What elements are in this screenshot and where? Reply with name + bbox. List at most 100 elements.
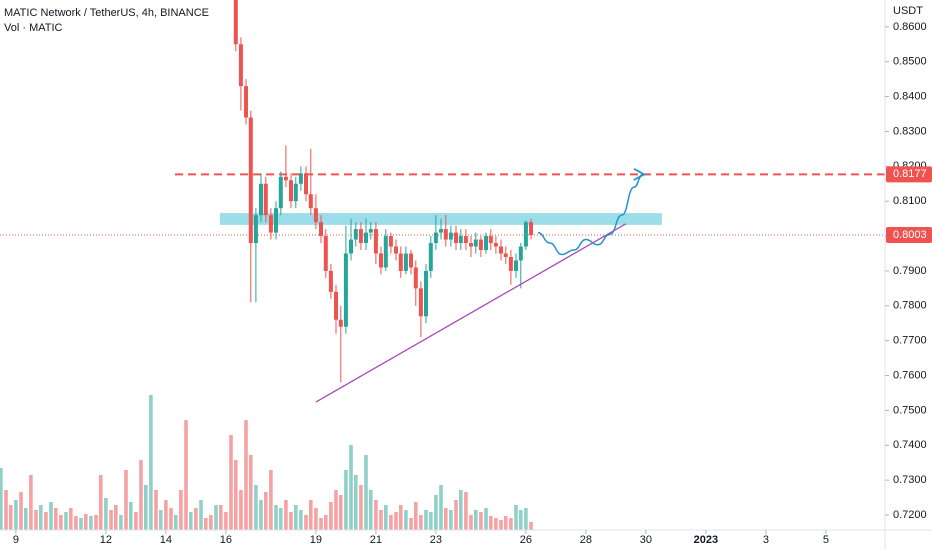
volume-bar (459, 490, 463, 530)
y-tick-label: 0.7700 (893, 335, 927, 347)
volume-bar (164, 500, 168, 530)
volume-bar (44, 512, 48, 530)
volume-bar (259, 500, 263, 530)
volume-bar (329, 502, 333, 530)
volume-bar (339, 495, 343, 530)
resistance-label: 0.8177 (893, 168, 927, 180)
candle-body (469, 243, 473, 247)
volume-bar (229, 435, 233, 530)
volume-bar (184, 420, 188, 530)
volume-bar (224, 512, 228, 530)
volume-bar (269, 470, 273, 530)
volume-bar (519, 510, 523, 530)
volume-bar (439, 485, 443, 530)
candle-body (398, 253, 403, 271)
y-tick-label: 0.7600 (893, 369, 927, 381)
volume-bar (14, 500, 18, 530)
candle-body (418, 288, 423, 317)
volume-bar (449, 510, 453, 530)
volume-bar (84, 514, 88, 530)
volume-bar (234, 460, 238, 530)
resistance-label-box (886, 166, 932, 183)
volume-bar (149, 395, 153, 530)
volume-bar (319, 518, 323, 530)
volume-bar (179, 490, 183, 530)
volume-bar (239, 490, 243, 530)
x-tick-label: 14 (160, 534, 172, 546)
candle-body (463, 236, 468, 244)
volume-bar (174, 515, 178, 530)
volume-bar (284, 500, 288, 530)
volume-bar (119, 515, 123, 530)
volume-bar (194, 508, 198, 530)
volume-bar (99, 475, 103, 530)
candle-body (268, 215, 273, 233)
volume-bar (49, 502, 53, 530)
last-price-label: 0.8003 (893, 229, 927, 241)
candle-body (373, 229, 378, 254)
volume-bar (29, 475, 33, 530)
volume-bar (359, 485, 363, 530)
candle-body (433, 232, 438, 244)
volume-bar (139, 460, 143, 530)
volume-bar (19, 492, 23, 530)
y-tick-label: 0.7800 (893, 300, 927, 312)
volume-bar (134, 512, 138, 530)
candle-body (379, 253, 383, 268)
x-tick-label: 2023 (694, 534, 718, 546)
candle-body (403, 253, 408, 271)
volume-bar (484, 508, 488, 530)
candle-body (484, 236, 488, 251)
volume-bar (384, 505, 388, 530)
x-tick-label: 3 (763, 534, 769, 546)
volume-bar (399, 505, 403, 530)
candle-body (293, 183, 298, 202)
candle-body (439, 229, 443, 233)
volume-bar (474, 510, 478, 530)
volume-bar (199, 500, 203, 530)
candle-body (488, 236, 493, 244)
volume-bar (244, 420, 248, 530)
y-tick-label: 0.7300 (893, 474, 927, 486)
x-tick-label: 21 (370, 534, 382, 546)
projection-arrow (537, 174, 643, 256)
volume-bar (9, 505, 13, 530)
volume-bar (154, 490, 158, 530)
candle-body (448, 232, 453, 240)
volume-bar (79, 518, 83, 530)
volume-bar (69, 508, 73, 530)
volume-bar (129, 502, 133, 530)
candle-body (394, 246, 398, 254)
y-tick-label: 0.7900 (893, 265, 927, 277)
candle-body (248, 117, 253, 244)
volume-bar (274, 505, 278, 530)
volume-bar (254, 485, 258, 530)
volume-bar (39, 505, 43, 530)
volume-bar (499, 520, 503, 530)
candle-body (458, 236, 463, 244)
volume-bar (309, 500, 313, 530)
x-tick-label: 26 (520, 534, 532, 546)
candle-body (529, 222, 533, 236)
volume-bar (504, 516, 508, 530)
volume-bar (454, 500, 458, 530)
volume-bar (159, 510, 163, 530)
volume-bar (169, 508, 173, 530)
volume-bar (424, 510, 428, 530)
x-tick-label: 23 (430, 534, 442, 546)
volume-bar (464, 492, 468, 530)
volume-bar (314, 508, 318, 530)
candle-body (413, 267, 418, 289)
volume-bar (409, 518, 413, 530)
volume-bar (94, 515, 98, 530)
candle-body (338, 319, 343, 327)
volume-bar (419, 515, 423, 530)
y-tick-label: 0.8400 (893, 90, 927, 102)
volume-bar (0, 468, 3, 530)
x-tick-label: 30 (640, 534, 652, 546)
candle-body (274, 208, 278, 233)
volume-bar (299, 510, 303, 530)
candle-body (473, 239, 478, 247)
